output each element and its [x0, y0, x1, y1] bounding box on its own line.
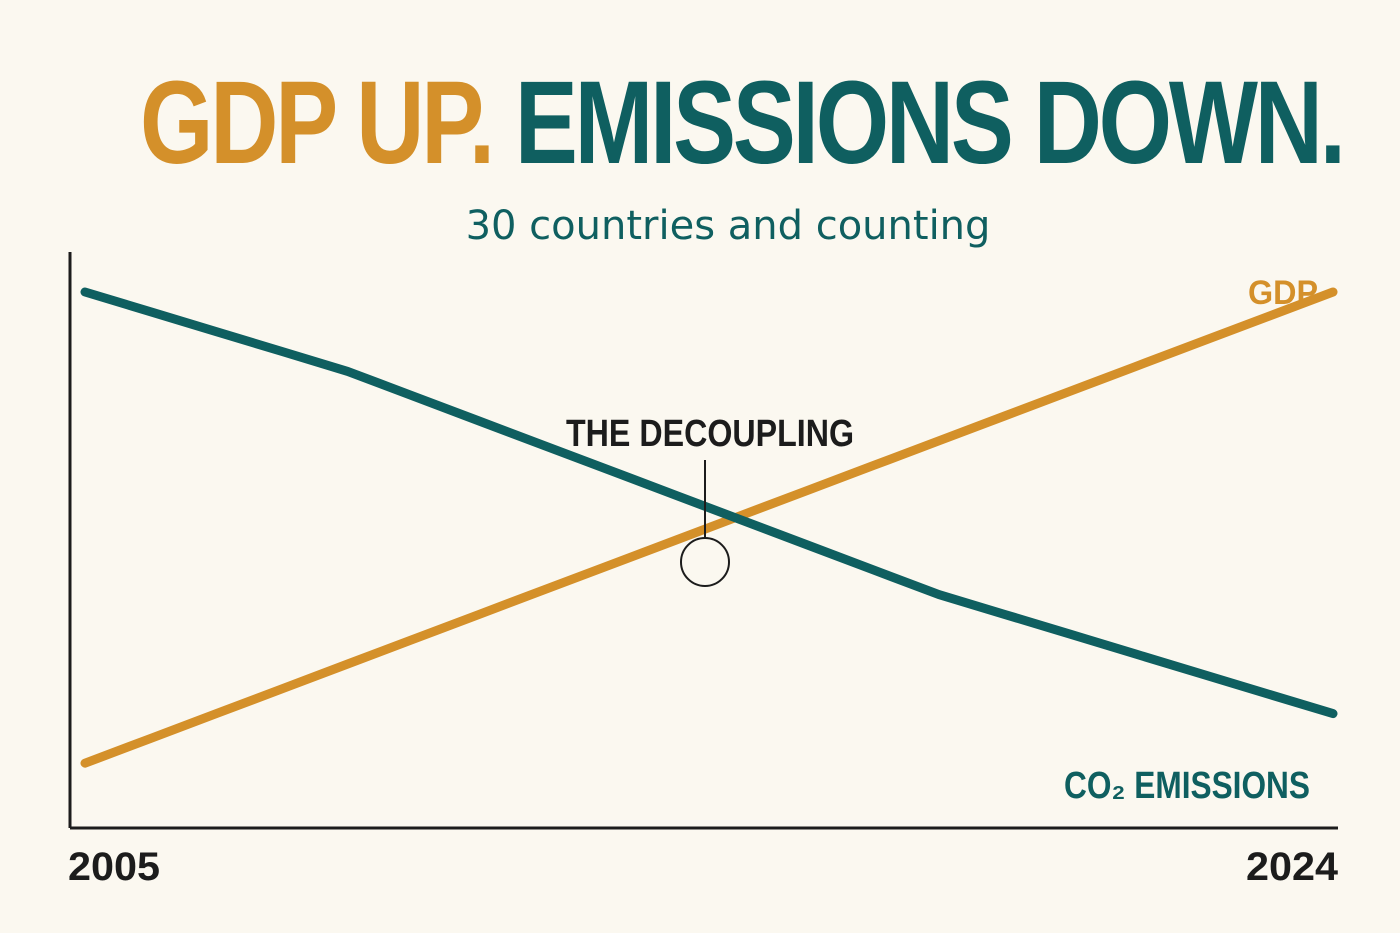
headline-gdp-up: GDP UP. — [140, 57, 495, 189]
x-tick-label-end: 2024 — [1246, 845, 1339, 889]
decoupling-annotation: THE DECOUPLING — [566, 413, 854, 455]
headline: GDP UP. EMISSIONS DOWN. — [140, 48, 1346, 198]
series-line-gdp — [80, 287, 1338, 768]
x-tick-label-start: 2005 — [68, 845, 160, 889]
series-label-co2-emissions: CO₂ EMISSIONS — [1064, 765, 1310, 807]
decoupling-marker-circle — [680, 537, 730, 587]
subtitle: 30 countries and counting — [465, 203, 991, 249]
series-line-emissions — [80, 287, 1338, 719]
series-label-gdp: GDP — [1248, 274, 1318, 312]
headline-emissions-down: EMISSIONS DOWN. — [491, 57, 1346, 189]
